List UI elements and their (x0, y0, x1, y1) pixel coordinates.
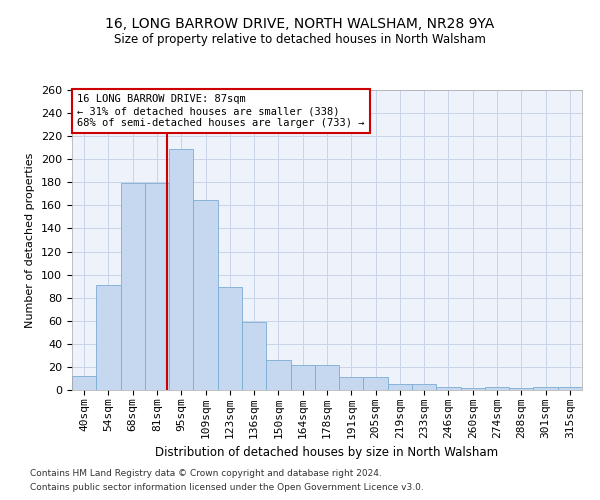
Bar (461, 388, 485, 390)
Bar (509, 388, 533, 390)
Bar (193, 200, 218, 390)
Bar (72, 376, 96, 390)
X-axis label: Distribution of detached houses by size in North Walsham: Distribution of detached houses by size … (155, 446, 499, 460)
Bar (485, 386, 509, 390)
Text: Contains public sector information licensed under the Open Government Licence v3: Contains public sector information licen… (30, 484, 424, 492)
Bar (121, 184, 145, 390)
Text: Contains HM Land Registry data © Crown copyright and database right 2024.: Contains HM Land Registry data © Crown c… (30, 468, 382, 477)
Bar (242, 322, 266, 390)
Bar (339, 378, 364, 390)
Bar (145, 184, 169, 390)
Bar (558, 386, 582, 390)
Bar (533, 386, 558, 390)
Bar (315, 364, 339, 390)
Y-axis label: Number of detached properties: Number of detached properties (25, 152, 35, 328)
Text: 16 LONG BARROW DRIVE: 87sqm
← 31% of detached houses are smaller (338)
68% of se: 16 LONG BARROW DRIVE: 87sqm ← 31% of det… (77, 94, 365, 128)
Bar (169, 149, 193, 390)
Bar (290, 364, 315, 390)
Bar (96, 285, 121, 390)
Bar (388, 384, 412, 390)
Bar (218, 288, 242, 390)
Text: Size of property relative to detached houses in North Walsham: Size of property relative to detached ho… (114, 32, 486, 46)
Bar (266, 360, 290, 390)
Bar (364, 378, 388, 390)
Text: 16, LONG BARROW DRIVE, NORTH WALSHAM, NR28 9YA: 16, LONG BARROW DRIVE, NORTH WALSHAM, NR… (106, 18, 494, 32)
Bar (412, 384, 436, 390)
Bar (436, 386, 461, 390)
